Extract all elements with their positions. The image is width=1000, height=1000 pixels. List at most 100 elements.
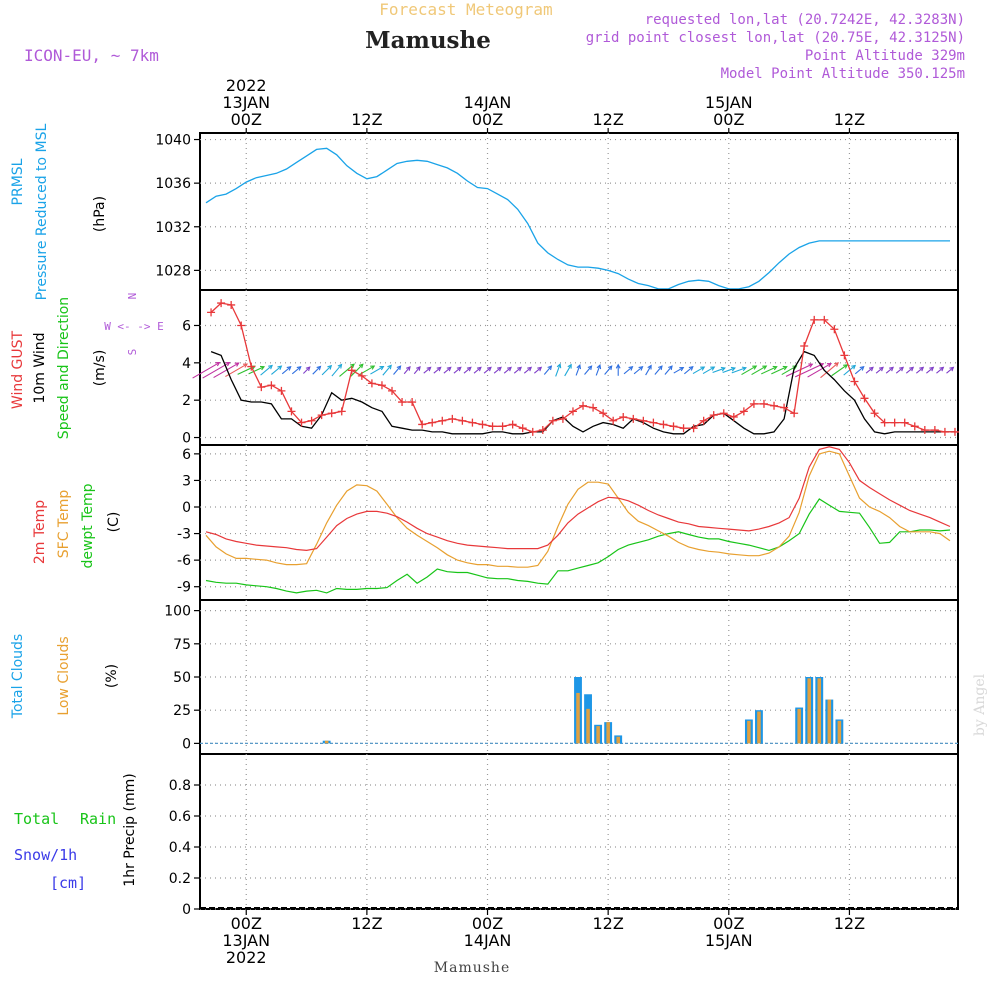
info-line-2: grid point closest lon,lat (20.75E, 42.3… [586,30,965,46]
wind-arrow [885,366,894,374]
wind-arrow-head [607,365,613,371]
wind-arrow [413,366,421,375]
wind-arrow-head [259,365,266,371]
wind-arrow-head [496,366,502,372]
y-tick-label: 50 [173,670,191,686]
clouds-label-total: Total Clouds [10,634,26,719]
info-line-4: Model Point Altitude 350.125m [721,66,965,82]
low-clouds-bar [324,740,329,744]
wind-arrow-head [752,365,758,370]
wind-unit: (m/s) [92,350,108,387]
low-clouds-bar [576,692,580,744]
wind-arrow [875,366,884,374]
wind-arrow-head [436,366,442,372]
wind-gust-marker [508,420,517,429]
footer-station: Mamushe [434,960,510,976]
wind-arrow-head [596,364,602,370]
temp-label-2m: 2m Temp [32,500,48,564]
wind-arrow [463,366,472,374]
wind-arrow-head [889,366,894,372]
wind-arrow [692,366,705,375]
wind-arrow-head [370,365,376,370]
panel-frame [199,444,959,601]
wind-panel: 0 2 4 6 [182,289,959,447]
wind-gust-marker [619,412,628,421]
wind-gust-marker [408,398,417,407]
wind-gust-marker [629,414,638,423]
temp-unit: (C) [106,512,122,533]
wind-gust-marker [790,409,799,418]
y-tick-label: 2 [182,393,191,409]
top-time-label: 12Z [834,110,865,129]
y-tick-label: 6 [182,318,191,334]
wind-gust-marker [488,422,497,431]
wind-arrow-head [547,365,553,371]
wind-arrow-head [350,363,355,369]
y-tick-label: 1032 [155,220,191,236]
y-tick-label: -3 [177,527,191,543]
wind-arrow [604,365,613,375]
wind-arrow [382,364,392,376]
wind-gust-marker [388,386,397,395]
wind-arrow [312,366,321,375]
wind-gust-marker [428,418,437,427]
wind-gust-marker [840,351,849,360]
top-time-label: 12Z [592,110,623,129]
wind-arrow [443,366,452,374]
wind-arrow [423,366,431,374]
wind-arrow [370,366,384,375]
pressure-panel: 1028 1032 1036 1040 [155,132,959,291]
wind-gust-marker [438,416,447,425]
y-tick-label: 1040 [155,133,191,149]
precip-panel: 0 0.2 0.4 0.6 0.8 [169,753,959,918]
station-title: Mamushe [365,27,491,54]
wind-arrow [645,365,652,376]
wind-arrow-head [668,365,673,371]
y-tick-label: 4 [182,356,191,372]
y-tick-label: -6 [177,553,191,569]
low-clouds-bar [757,711,761,744]
wind-gust-marker [780,403,789,412]
wind-gust-marker [649,418,658,427]
wind-gust-marker [267,381,276,390]
pressure-label-long: Pressure Reduced to MSL [34,123,50,300]
wind-arrow [453,366,462,374]
wind-arrow-head [305,366,311,372]
wind-arrow [393,365,401,375]
wind-arrow-head [899,366,905,372]
wind-gust-marker [538,426,547,435]
wind-arrow-head [909,366,915,372]
bottom-time-label: 00Z [713,914,744,933]
wind-gust-marker [418,420,427,429]
wind-arrow [771,366,787,375]
wind-arrow [321,365,332,376]
wind-arrow [302,366,311,374]
wind-arrow [807,363,832,378]
wind-arrow-head [316,365,322,371]
wind-arrow-head [741,366,747,372]
wind-gust-marker [689,424,698,433]
wind-arrow-head [396,365,402,371]
top-time-label: 2022 [226,76,267,95]
wind-label-gust: Wind GUST [10,330,26,409]
low-clouds-bar [807,678,811,744]
wind-arrow [339,363,355,377]
wind-gust-marker [498,422,507,431]
wind-gust-marker [759,399,768,408]
y-tick-label: 6 [182,447,191,463]
wind-arrow [731,367,747,374]
wind-arrow-head [679,366,685,372]
precip-label-cm: [cm] [50,874,86,892]
wind-gust-marker [860,394,869,403]
wind-arrow-head [929,366,935,372]
wind-gust-marker [247,362,256,371]
wind-arrow-head [466,366,472,372]
wind-arrow-head [337,363,343,369]
wind-gust-marker [347,366,356,375]
wind-arrow [281,366,292,375]
wind-gust-marker [940,427,949,436]
wind-gust-marker [639,416,648,425]
wind-arrow [213,362,239,379]
wind-gust-marker [227,300,236,309]
product-title: Forecast Meteogram [379,0,552,19]
